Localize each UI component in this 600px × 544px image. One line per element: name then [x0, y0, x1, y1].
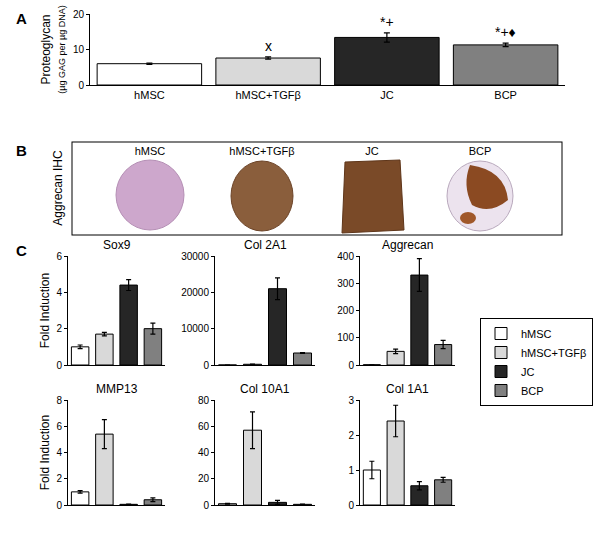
svg-text:MMP13: MMP13 [96, 382, 138, 396]
svg-text:BCP: BCP [521, 385, 544, 397]
svg-text:8: 8 [56, 395, 62, 406]
svg-text:2: 2 [348, 430, 354, 441]
svg-text:JC: JC [380, 89, 394, 101]
svg-text:60: 60 [198, 421, 210, 432]
svg-text:hMSC+TGFβ: hMSC+TGFβ [235, 89, 300, 101]
svg-text:10: 10 [73, 44, 85, 55]
svg-text:0: 0 [56, 500, 62, 511]
svg-text:hMSC: hMSC [135, 145, 166, 157]
svg-text:1: 1 [348, 465, 354, 476]
svg-text:4: 4 [56, 447, 62, 458]
svg-text:hMSC: hMSC [521, 328, 552, 340]
svg-text:20: 20 [198, 473, 210, 484]
svg-text:BCP: BCP [469, 145, 492, 157]
svg-text:Aggrecan: Aggrecan [382, 238, 433, 252]
svg-text:0: 0 [56, 360, 62, 371]
svg-text:3: 3 [348, 395, 354, 406]
svg-text:hMSC+TGFβ: hMSC+TGFβ [521, 347, 586, 359]
svg-text:Col 10A1: Col 10A1 [240, 382, 290, 396]
svg-text:A: A [16, 10, 27, 27]
svg-text:200: 200 [337, 305, 354, 316]
svg-text:hMSC: hMSC [134, 89, 165, 101]
svg-text:400: 400 [337, 251, 354, 262]
svg-text:x: x [265, 38, 272, 54]
svg-text:6: 6 [56, 421, 62, 432]
svg-text:C: C [16, 242, 27, 259]
svg-text:0: 0 [348, 360, 354, 371]
svg-text:80: 80 [198, 395, 210, 406]
svg-text:*+: *+ [380, 14, 394, 30]
svg-text:JC: JC [365, 145, 379, 157]
svg-text:40: 40 [198, 447, 210, 458]
svg-text:0: 0 [203, 360, 209, 371]
svg-text:JC: JC [521, 366, 535, 378]
svg-text:2: 2 [56, 473, 62, 484]
svg-text:BCP: BCP [494, 89, 517, 101]
svg-text:hMSC+TGFβ: hMSC+TGFβ [229, 145, 294, 157]
svg-text:6: 6 [56, 251, 62, 262]
svg-text:*+♦: *+♦ [495, 24, 516, 40]
svg-text:10000: 10000 [181, 323, 209, 334]
svg-text:4: 4 [56, 287, 62, 298]
svg-text:Aggrecan IHC: Aggrecan IHC [51, 150, 65, 226]
svg-text:2: 2 [56, 323, 62, 334]
svg-text:0: 0 [78, 80, 84, 91]
svg-text:30000: 30000 [181, 251, 209, 262]
svg-text:Fold Induction: Fold Induction [38, 415, 52, 490]
svg-text:100: 100 [337, 332, 354, 343]
svg-text:Col 1A1: Col 1A1 [386, 382, 429, 396]
svg-text:Fold Induction: Fold Induction [38, 273, 52, 348]
svg-text:300: 300 [337, 278, 354, 289]
svg-text:B: B [16, 142, 27, 159]
svg-text:0: 0 [203, 500, 209, 511]
svg-text:Proteoglycan(µg GAG per µg DNA: Proteoglycan(µg GAG per µg DNA) [39, 5, 68, 93]
svg-text:Sox9: Sox9 [103, 238, 131, 252]
svg-text:0: 0 [348, 500, 354, 511]
svg-text:20: 20 [73, 9, 85, 20]
svg-text:Col 2A1: Col 2A1 [244, 238, 287, 252]
svg-text:20000: 20000 [181, 287, 209, 298]
